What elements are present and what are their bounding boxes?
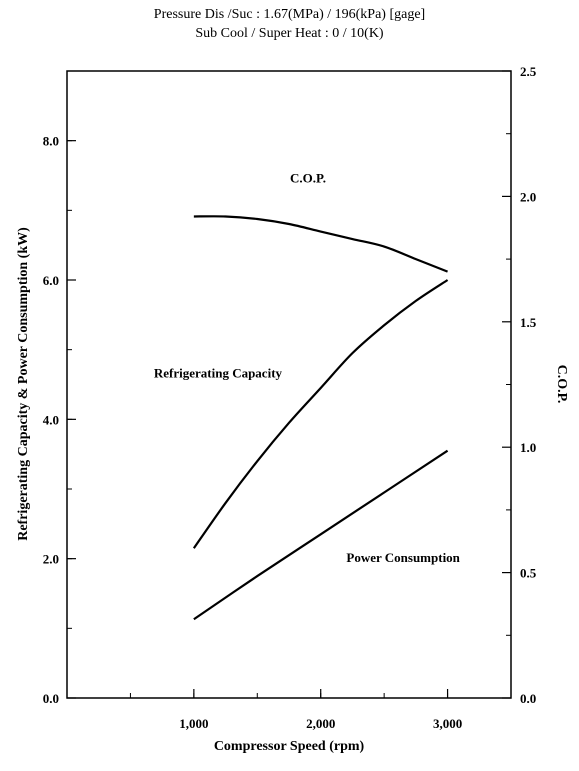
right-axis-tick-label: 0.5: [520, 566, 537, 581]
right-axis: 0.0 0.5 1.0 1.5 2.0 2.5: [502, 64, 537, 706]
plot-frame: [66, 70, 512, 699]
right-axis-tick-label: 0.0: [520, 691, 536, 706]
right-axis-tick-label: 2.0: [520, 189, 536, 204]
y2-axis-title: C.O.P.: [554, 365, 569, 404]
series-labels: C.O.P. Refrigerating Capacity Power Consum…: [154, 170, 461, 565]
series-lines: [192, 215, 449, 621]
right-axis-tick-label: 2.5: [520, 64, 537, 79]
x-axis-title: Compressor Speed (rpm): [214, 739, 365, 754]
chart-condition-line-1: Pressure Dis /Suc : 1.67(MPa) / 196(kPa)…: [153, 7, 426, 22]
cop-label: C.O.P.: [290, 170, 326, 185]
left-axis-tick-label: 6.0: [43, 273, 59, 288]
refrigerating-capacity-curve: [192, 279, 449, 549]
power-consumption-curve: [193, 449, 449, 621]
x-axis-tick-label: 3,000: [433, 716, 462, 731]
x-axis-tick-label: 1,000: [179, 716, 208, 731]
power-consumption-label: Power Consumption: [346, 550, 460, 565]
x-axis: 1,000 2,000 3,000: [129, 689, 462, 731]
right-axis-tick-label: 1.0: [520, 440, 536, 455]
refrigerating-capacity-label: Refrigerating Capacity: [154, 366, 283, 381]
left-axis-tick-label: 2.0: [43, 552, 59, 567]
x-axis-tick-label: 2,000: [306, 716, 335, 731]
right-axis-tick-label: 1.5: [520, 315, 537, 330]
cop-curve: [193, 215, 448, 273]
left-axis-tick-label: 8.0: [43, 134, 59, 149]
y-axis-title: Refrigerating Capacity & Power Consumpti…: [16, 227, 31, 541]
chart-condition-line-2: Sub Cool / Super Heat : 0 / 10(K): [195, 26, 384, 41]
left-axis: 0.0 2.0 4.0 6.0 8.0: [43, 70, 76, 706]
left-axis-tick-label: 4.0: [43, 412, 59, 427]
left-axis-tick-label: 0.0: [43, 691, 59, 706]
